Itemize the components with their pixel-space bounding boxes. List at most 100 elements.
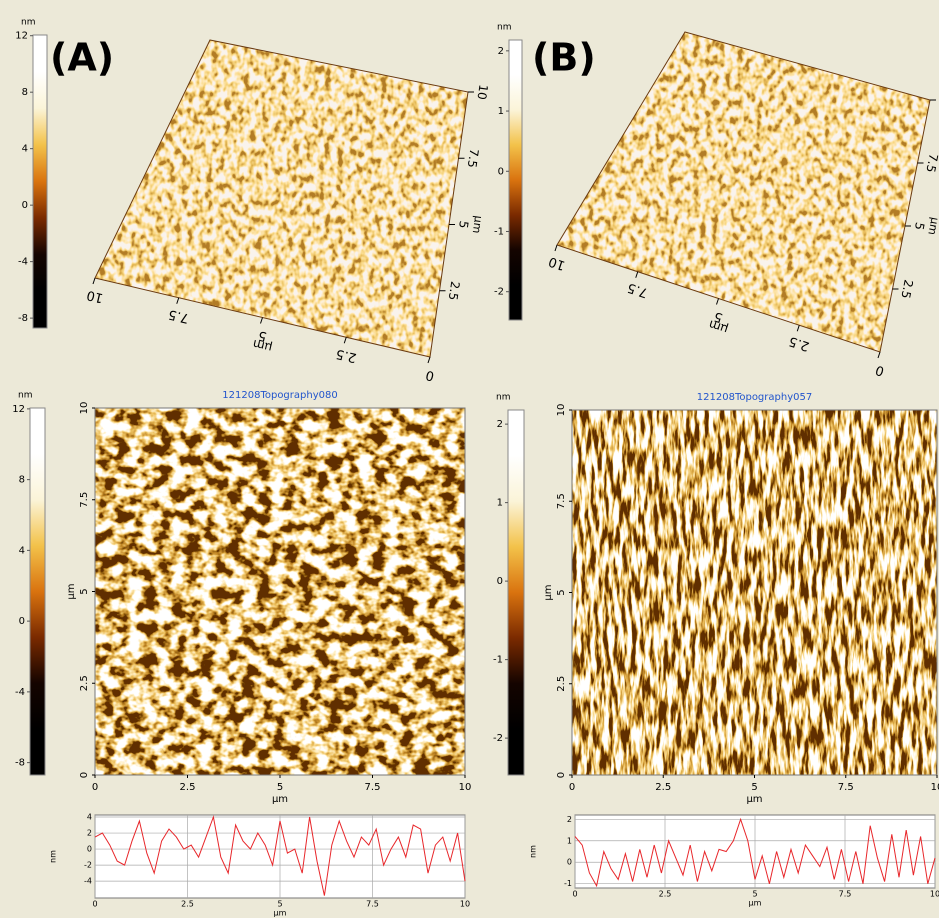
x-axis-label: µm [274, 909, 287, 918]
colorbar-label: nm [18, 391, 32, 401]
colorbar-tick-label: -4 [18, 257, 28, 268]
y-axis-label: µm [925, 216, 939, 236]
colorbar-label: nm [496, 393, 510, 403]
x-tick-label: 0 [874, 362, 887, 379]
colorbar-tick-label: 1 [498, 106, 504, 117]
x-tick-label: 10 [547, 253, 567, 272]
y-tick-label: 5 [79, 588, 90, 594]
x-tick-label: 2.5 [787, 333, 811, 354]
x-tick-label: 2.5 [655, 782, 671, 793]
colorbar-tick-label: -2 [493, 733, 503, 744]
x-tick [716, 298, 719, 305]
colorbar-tick-label: 12 [12, 404, 25, 415]
colorbar-tick-label: -8 [15, 758, 25, 769]
colorbar-tick-label: -1 [493, 655, 503, 666]
heatmap-image [572, 410, 937, 775]
chart-title: 121208Topography057 [697, 392, 812, 403]
colorbar-tick-label: 0 [497, 576, 503, 587]
colorbar-label: nm [21, 18, 35, 28]
x-tick-label: 5 [752, 890, 757, 899]
y-tick-label: 2.5 [79, 675, 90, 691]
x-tick [92, 277, 96, 285]
x-tick-label: 7.5 [167, 306, 191, 325]
x-axis-label: µm [251, 337, 273, 355]
y-tick-label: 5 [556, 589, 567, 595]
x-tick [877, 351, 881, 359]
x-tick-label: 7.5 [839, 890, 852, 899]
y-tick-label: 0 [87, 845, 92, 854]
chart-title: 121208Topography080 [222, 390, 337, 401]
x-tick-label: 0 [569, 782, 575, 793]
x-tick [796, 325, 800, 332]
x-tick-label: 10 [931, 782, 939, 793]
x-tick [554, 244, 558, 252]
x-axis-label: µm [707, 317, 730, 336]
colorbar [29, 407, 46, 776]
x-tick [260, 317, 263, 324]
y-tick-label: 7.5 [923, 152, 939, 173]
y-tick-label: 7.5 [79, 492, 90, 508]
y-tick-label: 10 [936, 91, 939, 109]
x-tick-label: 5 [277, 782, 283, 793]
colorbar-tick-label: 2 [497, 419, 503, 430]
y-tick-label: 4 [87, 813, 92, 822]
x-tick-label: 10 [460, 900, 470, 909]
colorbar-label: nm [497, 23, 511, 33]
colorbar-tick-label: -2 [494, 287, 504, 298]
y-tick-label: 2 [567, 815, 572, 824]
x-tick-label: 5 [257, 327, 269, 344]
colorbar-tick-label: 1 [497, 498, 503, 509]
colorbar-tick-label: 2 [498, 46, 504, 57]
colorbar-tick-label: 0 [19, 616, 25, 627]
x-tick-label: 5 [277, 900, 282, 909]
surface [557, 32, 930, 352]
x-tick-label: 7.5 [366, 900, 379, 909]
y-tick-label: 0 [79, 772, 90, 778]
x-axis-label: µm [749, 899, 762, 908]
x-tick-label: 2.5 [180, 782, 196, 793]
colorbar-tick-label: -8 [18, 313, 28, 324]
colorbar-tick-label: 8 [19, 475, 25, 486]
colorbar-tick-label: 0 [22, 200, 28, 211]
y-tick-label: 1 [567, 836, 572, 845]
y-tick-label: 5 [456, 220, 471, 230]
panel-label: (B) [532, 36, 596, 80]
x-tick [176, 297, 180, 304]
y-axis-label: µm [543, 584, 554, 600]
colorbar-tick-label: 4 [19, 545, 25, 556]
colorbar-tick-label: 8 [22, 87, 28, 98]
x-tick-label: 7.5 [365, 782, 381, 793]
x-tick [635, 271, 639, 278]
y-tick-label: 7.5 [465, 148, 482, 169]
x-tick-label: 7.5 [626, 279, 650, 300]
x-tick-label: 10 [85, 287, 105, 305]
y-tick-label: 0 [567, 858, 572, 867]
y-tick-label: 2 [87, 829, 92, 838]
x-tick-label: 0 [92, 900, 97, 909]
x-tick-label: 0 [424, 367, 436, 384]
y-tick-label: 2.5 [446, 280, 463, 301]
y-tick-label: 10 [474, 84, 490, 101]
y-tick-label: -2 [84, 861, 92, 870]
x-tick-label: 2.5 [659, 890, 672, 899]
x-tick-label: 10 [930, 890, 939, 899]
y-axis-label: nm [529, 845, 538, 858]
y-axis-label: µm [66, 583, 77, 599]
heatmap-image [95, 408, 465, 775]
panel-label: (A) [50, 36, 114, 80]
y-axis-label: µm [470, 215, 485, 234]
y-tick-label: 2.5 [556, 676, 567, 692]
x-tick-label: 2.5 [181, 900, 194, 909]
x-axis-label: µm [746, 794, 762, 805]
x-tick [343, 337, 347, 344]
profile-line [94, 815, 466, 896]
y-tick-label: -1 [564, 879, 572, 888]
colorbar [32, 34, 48, 329]
colorbar-tick-label: -1 [494, 226, 504, 237]
y-tick-label: 10 [79, 402, 90, 415]
colorbar-tick-label: -4 [15, 687, 25, 698]
profile-line [574, 817, 936, 888]
y-tick-label: 0 [556, 772, 567, 778]
y-tick-label: 10 [556, 404, 567, 417]
